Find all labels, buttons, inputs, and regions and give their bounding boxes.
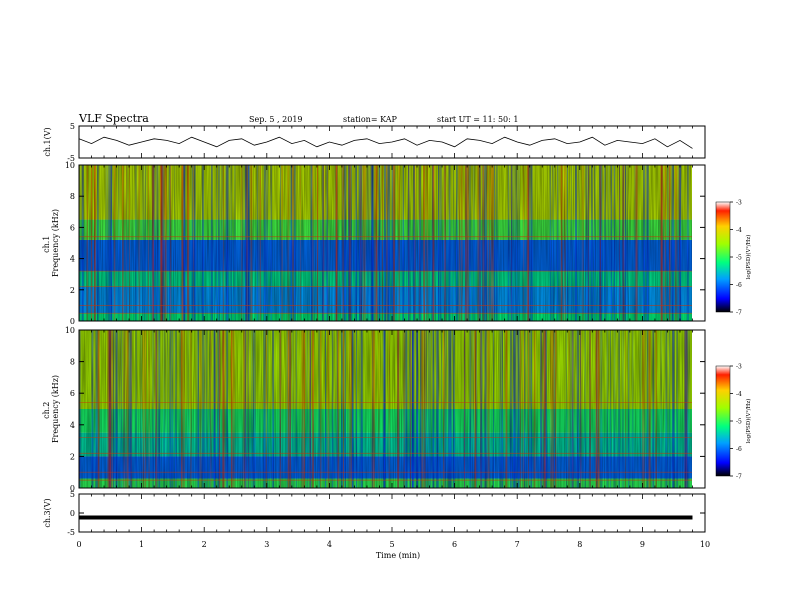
ch1-frequency-ytick-label: 2 <box>70 286 75 295</box>
start-time-label: start UT = 11: 50: 1 <box>437 115 518 124</box>
ch2-colorbar-tick-label: -3 <box>736 364 742 371</box>
ch2-frequency-ylabel: ch.2 Frequency (kHz) <box>42 375 60 443</box>
ch1-frequency-ylabel: ch.1 Frequency (kHz) <box>42 209 60 277</box>
ch1-waveform-panel: 5 -5 <box>67 122 706 163</box>
ch2-spec-texture <box>79 330 692 488</box>
ch2-spectrogram-panel: 0 2 4 6 8 10 <box>65 326 706 493</box>
ch2-frequency-ytick-label: 0 <box>70 484 75 493</box>
ch1-colorbar-tick-label: -7 <box>736 310 742 317</box>
ch2-frequency-ytick-label: 4 <box>70 421 75 430</box>
ch1-colorbar-scale <box>715 201 731 313</box>
ch1-frequency-ylabel-line2: Frequency (kHz) <box>51 209 60 277</box>
time-xtick-label: 9 <box>640 540 645 549</box>
ch2-frequency-ylabel-line1: ch.2 <box>42 402 51 419</box>
ch1-frequency-ytick-label: 8 <box>70 192 75 201</box>
ch1-spectrogram-panel: 0 2 4 6 8 10 <box>65 161 706 326</box>
ch3-voltage-ytick-label: 5 <box>70 490 75 499</box>
ch1-voltage-ytick-label: 5 <box>70 122 75 131</box>
ch1-frequency-ytick-label: 6 <box>70 223 75 232</box>
ch2-colorbar-tick-label: -5 <box>736 419 742 426</box>
ch2-frequency-ytick-label: 2 <box>70 452 75 461</box>
ch1-colorbar-label: log(PSD)(V²/Hz) <box>745 235 752 280</box>
time-xtick-label: 8 <box>577 540 582 549</box>
ch2-colorbar-label: log(PSD)(V²/Hz) <box>745 399 752 444</box>
time-xtick-label: 0 <box>76 540 81 549</box>
ch2-frequency-ytick-label: 8 <box>70 358 75 367</box>
ch3-waveform-panel: 5 0 -5 <box>67 490 706 537</box>
time-axis: 0 1 2 3 4 5 6 7 8 9 10 <box>76 126 710 549</box>
ch1-voltage-ytick-label: -5 <box>67 154 75 163</box>
ch1-frequency-ytick-label: 4 <box>70 255 75 264</box>
time-xtick-label: 1 <box>139 540 144 549</box>
ch2-colorbar-tick-label: -4 <box>736 391 742 398</box>
ch2-frequency-ytick-label: 10 <box>65 326 75 335</box>
ch1-frequency-ylabel-line1: ch.1 <box>42 236 51 253</box>
ch3-voltage-ytick-label: -5 <box>67 528 75 537</box>
ch1-colorbar-tick-label: -4 <box>736 227 742 234</box>
date-label: Sep. 5 , 2019 <box>249 115 303 124</box>
ch3-voltage-ytick-label: 0 <box>70 509 75 518</box>
ch3-waveform-frame <box>78 493 706 533</box>
time-xtick-label: 3 <box>264 540 269 549</box>
ch2-frequency-ylabel-line2: Frequency (kHz) <box>51 375 60 443</box>
ch2-colorbar-tick-label: -7 <box>736 474 742 481</box>
time-xtick-label: 4 <box>327 540 332 549</box>
ch1-frequency-ytick-label: 10 <box>65 161 75 170</box>
station-label: station= KAP <box>343 115 398 124</box>
ch2-colorbar-scale <box>715 365 731 477</box>
ch1-spec-texture <box>79 165 692 321</box>
ch1-waveform-series <box>78 136 693 149</box>
ch2-colorbar: -3 -4 -5 -6 -7 log(PSD)(V²/Hz) <box>715 364 752 481</box>
ch2-frequency-ytick-label: 6 <box>70 389 75 398</box>
ch3-voltage-ylabel: ch.3(V) <box>43 498 52 527</box>
time-xtick-label: 10 <box>700 540 710 549</box>
time-xtick-label: 6 <box>452 540 457 549</box>
ch1-colorbar-tick-label: -5 <box>736 255 742 262</box>
figure-title: VLF Spectra <box>78 112 149 125</box>
ch2-colorbar-tick-label: -6 <box>736 446 742 453</box>
time-xtick-label: 2 <box>202 540 207 549</box>
ch1-colorbar-tick-label: -6 <box>736 282 742 289</box>
ch1-frequency-ytick-label: 0 <box>70 317 75 326</box>
time-xtick-label: 7 <box>515 540 520 549</box>
time-axis-label: Time (min) <box>376 551 420 560</box>
time-xtick-label: 5 <box>389 540 394 549</box>
ch1-voltage-ylabel: ch.1(V) <box>43 127 52 156</box>
ch1-colorbar: -3 -4 -5 -6 -7 log(PSD)(V²/Hz) <box>715 200 752 317</box>
ch1-colorbar-tick-label: -3 <box>736 200 742 207</box>
